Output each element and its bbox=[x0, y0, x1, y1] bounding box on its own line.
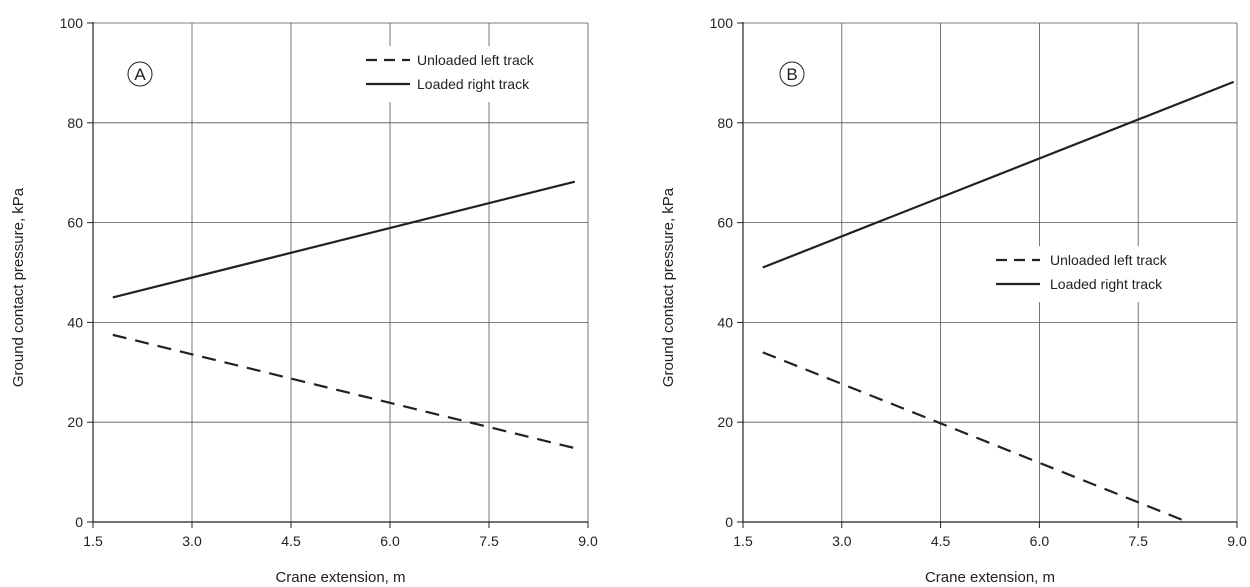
series-line-loaded-right-track bbox=[762, 80, 1235, 269]
y-axis-title: Ground contact pressure, kPa bbox=[10, 187, 27, 387]
y-tick-label: 100 bbox=[60, 15, 84, 31]
y-tick-label: 20 bbox=[717, 414, 733, 430]
x-axis-title: Crane extension, m bbox=[275, 569, 405, 586]
y-tick-label: 100 bbox=[710, 15, 734, 31]
legend-label: Unloaded left track bbox=[417, 52, 535, 68]
x-tick-label: 7.5 bbox=[1128, 533, 1148, 549]
x-tick-label: 3.0 bbox=[182, 533, 202, 549]
y-axis-title: Ground contact pressure, kPa bbox=[660, 187, 677, 387]
x-tick-label: 9.0 bbox=[578, 533, 598, 549]
y-tick-label: 40 bbox=[67, 314, 83, 330]
series-line-loaded-right-track bbox=[112, 180, 576, 299]
x-tick-label: 1.5 bbox=[83, 533, 103, 549]
panel-letter-circle bbox=[779, 61, 805, 87]
legend-background bbox=[360, 46, 550, 102]
chart-panel-b: 1.5 3.0 4.5 6.0 7.5 9.0 0 20 40 60 80 100 Crane exte… bbox=[660, 15, 1247, 586]
x-tick-label: 6.0 bbox=[380, 533, 400, 549]
legend-label: Loaded right track bbox=[417, 76, 530, 92]
x-tick-label: 7.5 bbox=[479, 533, 499, 549]
x-tick-label: 9.0 bbox=[1227, 533, 1247, 549]
y-tick-label: 0 bbox=[725, 514, 733, 530]
panel-letter: B bbox=[786, 65, 797, 84]
y-tick-label: 60 bbox=[717, 215, 733, 231]
series-line-unloaded-left-track bbox=[112, 333, 576, 450]
y-tick-label: 60 bbox=[67, 215, 83, 231]
y-tick-label: 20 bbox=[67, 414, 83, 430]
x-tick-label: 4.5 bbox=[931, 533, 951, 549]
panel-letter-circle bbox=[127, 61, 153, 87]
x-tick-label: 4.5 bbox=[281, 533, 301, 549]
chart-panel-a: 1.5 3.0 4.5 6.0 7.5 9.0 0 20 40 60 80 100 Crane exte… bbox=[10, 15, 598, 586]
y-tick-label: 40 bbox=[717, 314, 733, 330]
x-tick-label: 3.0 bbox=[832, 533, 852, 549]
panel-letter: A bbox=[134, 65, 146, 84]
y-tick-label: 80 bbox=[67, 115, 83, 131]
legend-label: Unloaded left track bbox=[1050, 252, 1168, 268]
x-tick-label: 1.5 bbox=[733, 533, 753, 549]
y-tick-label: 0 bbox=[75, 514, 83, 530]
x-axis-title: Crane extension, m bbox=[925, 569, 1055, 586]
x-tick-label: 6.0 bbox=[1030, 533, 1050, 549]
legend-background bbox=[990, 246, 1180, 302]
y-tick-label: 80 bbox=[717, 115, 733, 131]
legend-label: Loaded right track bbox=[1050, 276, 1163, 292]
series-line-unloaded-left-track bbox=[762, 351, 1189, 524]
